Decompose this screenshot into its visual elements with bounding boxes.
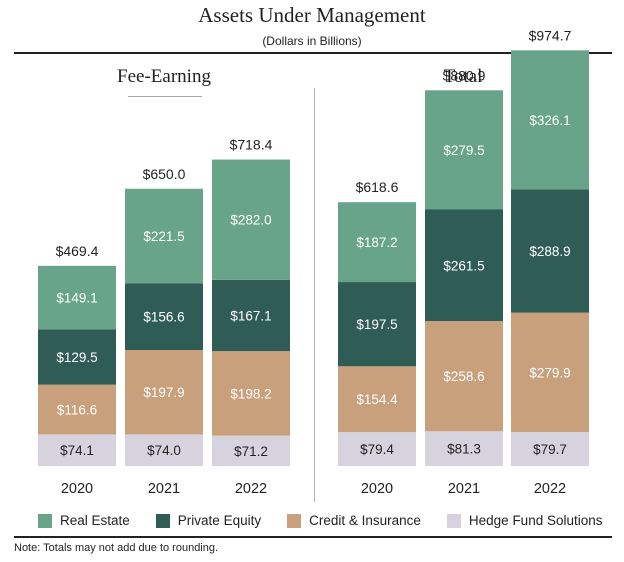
bar-total-2021-hedge-fund-solutions [425,431,503,466]
legend-label-real-estate: Real Estate [60,513,130,528]
bar-fee-earning-2021-hedge-fund-solutions [125,434,203,466]
bar-fee-earning-2020-hedge-fund-solutions [38,434,116,466]
bar-label-total-2022-hedge-fund-solutions: $79.7 [533,442,567,457]
x-tick-total-2021: 2021 [448,481,480,497]
bottom-rule [14,536,612,538]
legend-label-hedge-fund-solutions: Hedge Fund Solutions [468,513,603,528]
total-label-total-2021: $880.9 [443,67,486,83]
legend-swatch-private-equity [155,513,170,528]
bar-label-total-2021-credit-and-insurance: $258.6 [443,369,484,384]
legend-swatch-hedge-fund-solutions [446,513,461,528]
legend-item-credit-insurance: Credit & Insurance [287,513,421,528]
bar-label-total-2021-hedge-fund-solutions: $81.3 [447,442,481,457]
bar-label-total-2022-private-equity: $288.9 [529,244,570,259]
bar-label-total-2020-hedge-fund-solutions: $79.4 [360,442,394,457]
bar-fee-earning-2022-credit-and-insurance [212,351,290,436]
legend: Real Estate Private Equity Credit & Insu… [38,513,603,528]
panel-title-total: Total [443,66,483,87]
x-tick-fee-earning-2022: 2022 [235,481,267,497]
bar-label-fee-earning-2022-hedge-fund-solutions: $71.2 [234,444,268,459]
x-tick-fee-earning-2021: 2021 [148,481,180,497]
bar-total-2022-private-equity [511,189,589,313]
bar-label-total-2020-private-equity: $197.5 [356,317,397,332]
total-label-total-2020: $618.6 [356,179,399,195]
bar-total-2020-real-estate [338,202,416,283]
bar-label-total-2021-private-equity: $261.5 [443,258,484,273]
bar-label-total-2020-real-estate: $187.2 [356,235,397,250]
bar-fee-earning-2022-real-estate [212,159,290,280]
bar-label-fee-earning-2021-credit-and-insurance: $197.9 [143,385,184,400]
bar-label-fee-earning-2021-real-estate: $221.5 [143,229,184,244]
footnote: Note: Totals may not add due to rounding… [14,542,219,554]
legend-swatch-real-estate [38,513,52,528]
bar-fee-earning-2022-private-equity [212,279,290,352]
bar-label-fee-earning-2020-hedge-fund-solutions: $74.1 [60,443,94,458]
panel-divider [314,88,315,502]
bar-label-fee-earning-2022-private-equity: $167.1 [230,308,271,323]
bar-label-fee-earning-2020-private-equity: $129.5 [56,350,97,365]
legend-label-private-equity: Private Equity [177,513,262,528]
bar-total-2021-real-estate [425,90,503,210]
total-label-fee-earning-2021: $650.0 [143,166,186,182]
panel-rule-fee-earning [128,96,202,97]
bar-total-2022-hedge-fund-solutions [511,432,589,466]
total-label-total-2022: $974.7 [529,27,572,43]
chart-title: Assets Under Management [198,3,426,27]
bar-fee-earning-2020-real-estate [38,265,116,330]
bar-label-total-2022-real-estate: $326.1 [529,113,570,128]
bar-fee-earning-2020-credit-and-insurance [38,384,116,435]
x-tick-total-2022: 2022 [534,481,566,497]
legend-item-private-equity: Private Equity [155,513,262,528]
legend-swatch-credit-insurance [287,513,302,528]
bar-fee-earning-2021-private-equity [125,283,203,351]
bar-fee-earning-2022-hedge-fund-solutions [212,435,290,466]
total-label-fee-earning-2022: $718.4 [230,137,273,153]
legend-item-hedge-fund-solutions: Hedge Fund Solutions [446,513,603,528]
x-tick-fee-earning-2020: 2020 [61,481,93,497]
legend-item-real-estate: Real Estate [38,513,130,528]
bar-total-2022-real-estate [511,50,589,190]
top-rule [14,52,612,54]
bar-fee-earning-2021-credit-and-insurance [125,350,203,435]
bar-label-fee-earning-2022-real-estate: $282.0 [230,213,271,228]
bar-total-2020-credit-and-insurance [338,366,416,433]
chart-subtitle: (Dollars in Billions) [262,34,362,48]
panel-title-fee-earning: Fee-Earning [117,66,211,87]
bar-label-total-2022-credit-and-insurance: $279.9 [529,365,570,380]
bar-total-2020-hedge-fund-solutions [338,432,416,466]
total-label-fee-earning-2020: $469.4 [56,243,99,259]
bar-label-fee-earning-2020-real-estate: $149.1 [56,291,97,306]
bar-total-2020-private-equity [338,282,416,367]
bar-label-total-2021-real-estate: $279.5 [443,143,484,158]
bar-total-2021-credit-and-insurance [425,321,503,432]
bar-fee-earning-2020-private-equity [38,329,116,385]
bar-label-total-2020-credit-and-insurance: $154.4 [356,392,398,407]
bar-label-fee-earning-2022-credit-and-insurance: $198.2 [230,386,271,401]
bar-label-fee-earning-2021-private-equity: $156.6 [143,310,184,325]
bar-label-fee-earning-2021-hedge-fund-solutions: $74.0 [147,443,181,458]
bar-total-2022-credit-and-insurance [511,312,589,433]
bar-fee-earning-2021-real-estate [125,188,203,284]
bar-total-2021-private-equity [425,209,503,322]
bar-label-fee-earning-2020-credit-and-insurance: $116.6 [57,403,97,418]
x-tick-total-2020: 2020 [361,481,393,497]
legend-label-credit-insurance: Credit & Insurance [309,513,421,528]
